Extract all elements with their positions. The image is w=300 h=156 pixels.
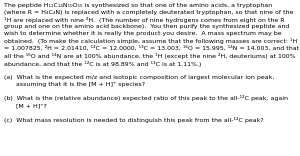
Text: The peptide H₁₁C₁₄N₁₀O₁₅ is synthesized so that one of the amino acids, a trypto: The peptide H₁₁C₁₄N₁₀O₁₅ is synthesized … — [4, 3, 299, 122]
